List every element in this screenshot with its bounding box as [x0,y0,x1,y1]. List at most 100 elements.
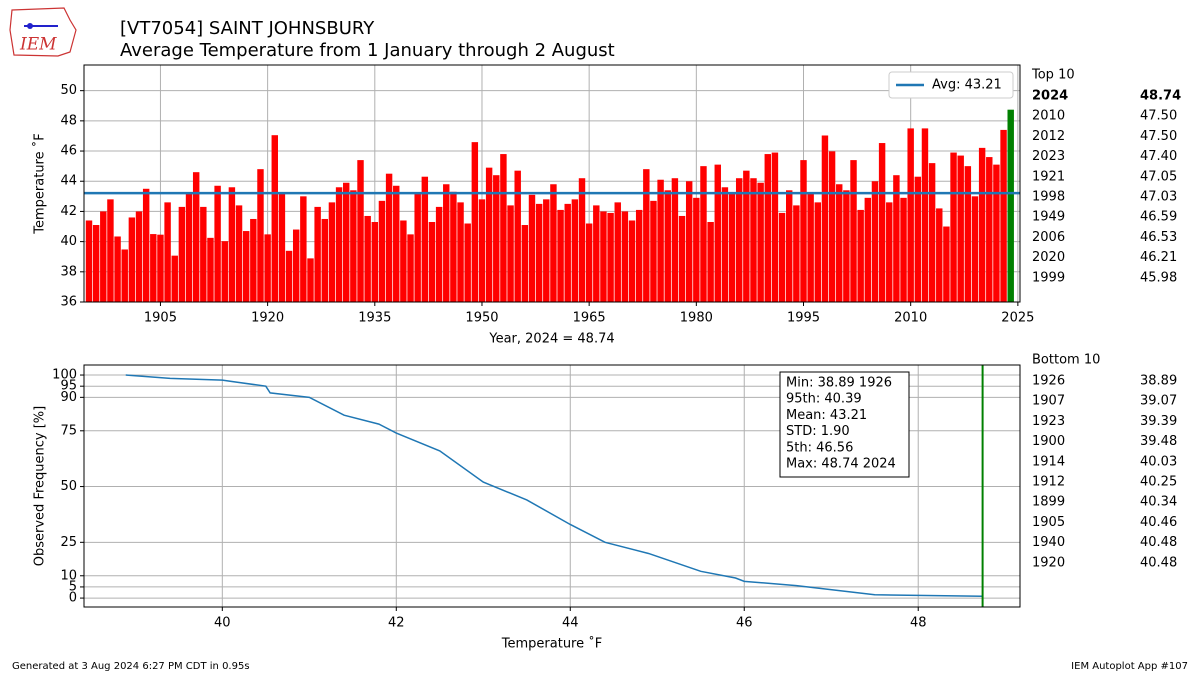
bar [257,169,264,302]
bar [564,203,571,302]
bar [200,206,207,302]
table-value: 40.48 [1140,535,1177,550]
bar [150,234,157,302]
bar [178,206,186,302]
stats-line: Min: 38.89 1926 [786,376,892,391]
bar [950,152,957,302]
x-tick-label: 2025 [1001,311,1034,326]
bar [871,181,879,302]
x-tick-label: 40 [214,616,231,631]
bar [857,209,864,302]
bar [457,202,464,302]
table-value: 38.89 [1140,374,1177,389]
bar [400,220,407,302]
table-value: 48.74 [1140,89,1181,104]
bar [314,206,321,302]
bar [493,175,500,302]
bar [793,205,800,302]
y-tick-label: 10 [60,568,77,583]
bar [485,167,493,302]
bar [357,160,364,302]
bar [600,211,607,302]
table-year: 2006 [1032,230,1065,245]
table-value: 39.39 [1140,414,1177,429]
x-tick-label: 1905 [144,311,177,326]
bar [836,184,843,302]
bar [664,190,671,302]
y-axis-label: Observed Frequency [%] [33,406,48,566]
table-value: 47.50 [1140,129,1177,144]
bar [250,218,257,302]
bar [500,154,507,302]
y-tick-label: 44 [60,174,77,189]
bar [657,179,664,302]
bar [443,184,450,302]
bar [285,250,293,302]
bar [185,193,193,302]
table-year: 1949 [1032,210,1065,225]
bar [578,178,586,302]
bar [671,178,679,302]
table-value: 45.98 [1140,270,1177,285]
table-year: 1912 [1032,475,1065,490]
bar [678,215,686,302]
x-tick-label: 1980 [680,311,713,326]
title: [VT7054] SAINT JOHNSBURY [120,18,375,39]
table-year: 2020 [1032,250,1065,265]
bar [371,221,379,302]
bar [821,135,829,302]
bar [85,220,93,302]
table-year: 1998 [1032,190,1065,205]
bar [814,202,822,302]
table-year: 2023 [1032,149,1065,164]
bar [135,211,143,302]
table-value: 47.05 [1140,169,1177,184]
bar [993,164,1000,302]
table-year: 1999 [1032,270,1065,285]
bar [607,212,614,302]
bar [557,209,564,302]
y-tick-label: 95 [60,379,77,394]
legend [888,71,1014,99]
bar [421,176,429,302]
bar [764,154,771,302]
bar [221,241,228,302]
bar [228,187,236,302]
bar [328,202,336,302]
table-value: 46.21 [1140,250,1177,265]
x-tick-label: 42 [388,616,405,631]
bar [878,143,886,302]
bar [414,193,421,302]
bar [735,178,743,302]
bar [114,236,121,302]
table-value: 46.53 [1140,230,1177,245]
bar [307,258,314,302]
bar [886,202,893,302]
table-year: 1907 [1032,394,1065,409]
plot-frame [83,64,1021,303]
bar [521,225,529,302]
bar [543,199,550,302]
bar [628,220,636,302]
bar [807,193,814,302]
table-value: 39.07 [1140,394,1177,409]
y-tick-label: 75 [60,423,77,438]
y-tick-label: 0 [69,591,77,606]
table-value: 39.48 [1140,434,1177,449]
table-year: 1923 [1032,414,1065,429]
bar [843,190,850,302]
bar [978,147,986,302]
table-year: 2010 [1032,109,1065,124]
bar [128,217,136,302]
bar [428,221,436,302]
table-year: 1926 [1032,374,1065,389]
y-tick-label: 50 [60,479,77,494]
footer-right: IEM Autoplot App #107 [1071,661,1188,672]
logo-text: IEM [19,35,57,55]
bar [650,200,657,302]
table-year: 1900 [1032,434,1065,449]
bar [1007,109,1014,302]
bar [943,226,950,302]
bar [207,237,214,302]
